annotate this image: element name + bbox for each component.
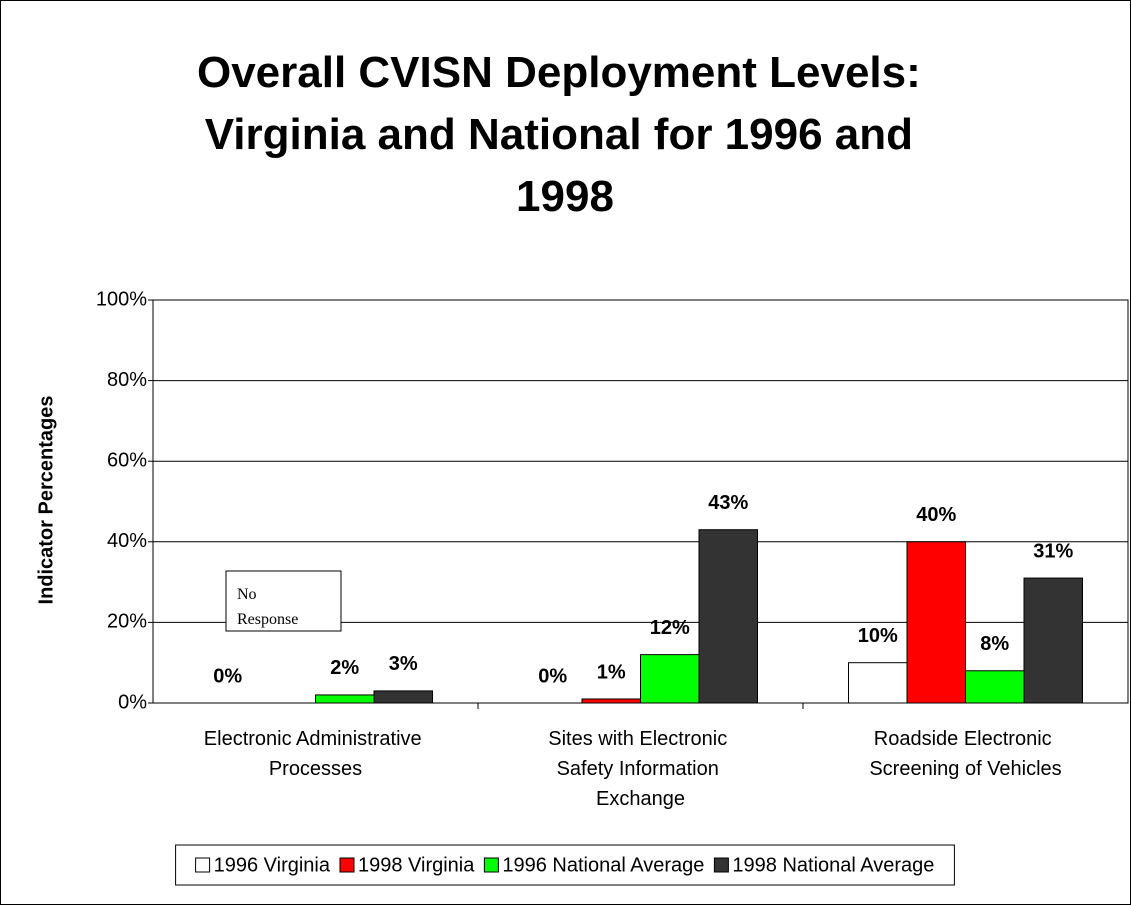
legend-swatch — [195, 857, 211, 873]
x-tick-label: Sites with Electronic Safety Information… — [548, 728, 733, 810]
y-tick-label: 60% — [107, 449, 147, 471]
y-tick-label: 80% — [107, 369, 147, 391]
annotation: No Response — [237, 586, 298, 628]
annotation-box — [225, 570, 342, 632]
bar — [698, 529, 758, 704]
bar — [848, 662, 908, 704]
bar — [373, 690, 433, 704]
bar — [1023, 577, 1083, 704]
y-axis-title: Indicator Percentages — [35, 396, 57, 605]
data-label: 12% — [650, 617, 690, 639]
x-tick-label: Electronic Administrative Processes — [204, 728, 427, 780]
data-label: 10% — [858, 625, 898, 647]
bar — [640, 654, 700, 704]
data-label: 31% — [1033, 540, 1073, 562]
legend-label: 1996 National Average — [502, 854, 704, 876]
y-tick-label: 0% — [118, 691, 147, 713]
bar — [906, 541, 966, 704]
data-label: 40% — [916, 504, 956, 526]
data-label: 3% — [389, 653, 418, 675]
data-label: 0% — [538, 665, 567, 687]
data-label: 2% — [330, 657, 359, 679]
legend-label: 1998 National Average — [732, 854, 934, 876]
y-tick-label: 100% — [96, 288, 147, 310]
x-tick-label: Roadside Electronic Screening of Vehicle… — [869, 728, 1061, 780]
bar — [315, 694, 375, 704]
bar — [581, 698, 641, 704]
legend-label: 1996 Virginia — [214, 854, 331, 876]
y-tick-label: 40% — [107, 530, 147, 552]
bar — [965, 670, 1025, 704]
data-label: 8% — [980, 633, 1009, 655]
legend-label: 1998 Virginia — [358, 854, 475, 876]
data-label: 1% — [597, 661, 626, 683]
legend-swatch — [339, 857, 355, 873]
legend-swatch — [483, 857, 499, 873]
legend-swatch — [713, 857, 729, 873]
y-tick-label: 20% — [107, 611, 147, 633]
data-label: 43% — [708, 492, 748, 514]
legend-box — [175, 844, 955, 886]
chart-title: Overall CVISN Deployment Levels: Virgini… — [197, 48, 933, 221]
data-label: 0% — [213, 665, 242, 687]
